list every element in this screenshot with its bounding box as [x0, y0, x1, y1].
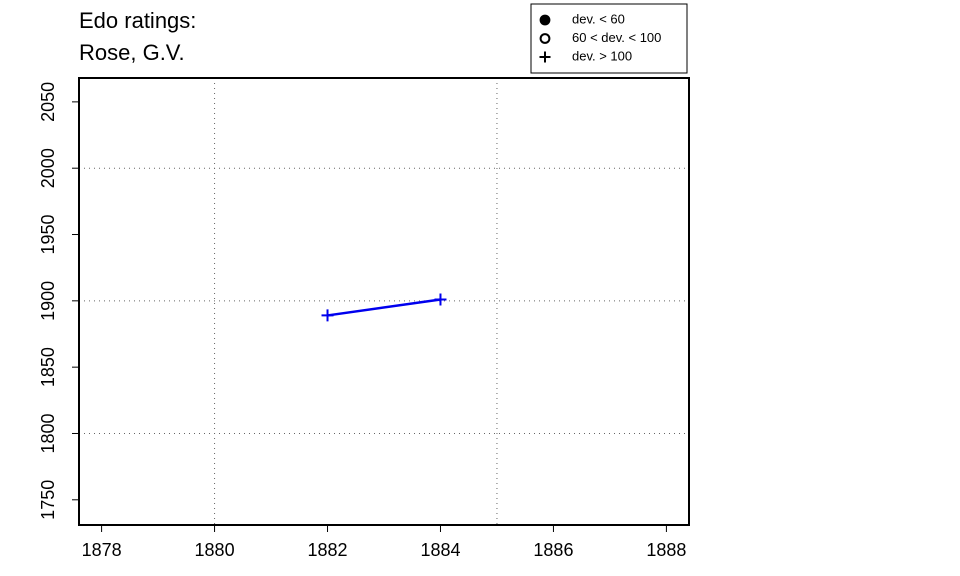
x-tick-label: 1886	[533, 540, 573, 560]
point	[434, 293, 447, 306]
legend-marker	[539, 33, 551, 44]
legend-label: dev. > 100	[572, 48, 632, 63]
x-tick-label: 1880	[195, 540, 235, 560]
x-tick-label: 1878	[82, 540, 122, 560]
y-tick-label: 1800	[38, 413, 58, 453]
legend-box	[530, 3, 688, 74]
legend-marker	[539, 14, 551, 26]
point	[321, 309, 334, 322]
chart-title-line-1: Edo ratings:	[79, 8, 196, 33]
x-tick-label: 1884	[420, 540, 460, 560]
y-tick-label: 1750	[38, 480, 58, 520]
series-line	[327, 298, 441, 317]
legend-label: dev. < 60	[572, 11, 625, 26]
legend-label: 60 < dev. < 100	[572, 30, 661, 45]
y-tick-label: 1950	[38, 214, 58, 254]
y-tick-label: 2000	[38, 148, 58, 188]
x-tick-label: 1888	[646, 540, 686, 560]
y-tick-label: 2050	[38, 82, 58, 122]
y-tick-label: 1900	[38, 281, 58, 321]
x-tick-label: 1882	[307, 540, 347, 560]
plot-frame	[78, 77, 690, 526]
chart-title-line-2: Rose, G.V.	[79, 40, 185, 65]
legend-marker	[539, 51, 551, 63]
y-tick-label: 1850	[38, 347, 58, 387]
